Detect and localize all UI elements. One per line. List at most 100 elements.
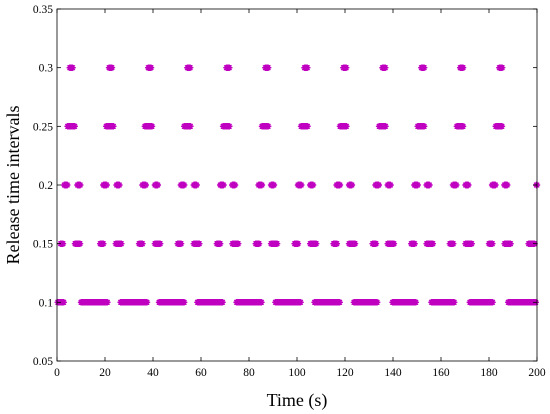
data-point (110, 123, 117, 130)
data-point (193, 181, 200, 189)
data-point (421, 123, 428, 130)
data-point (108, 64, 116, 71)
data-point (333, 240, 341, 247)
data-point (453, 181, 460, 189)
x-tick-label: 20 (99, 367, 111, 379)
data-point (76, 240, 84, 247)
data-point (148, 123, 156, 130)
data-point (412, 299, 419, 306)
data-point (147, 64, 155, 71)
data-point (118, 240, 125, 247)
data-point (348, 181, 356, 189)
x-tick-label: 120 (336, 367, 354, 379)
data-point (459, 123, 467, 130)
data-point (351, 240, 359, 247)
data-point (71, 123, 78, 130)
data-point (492, 181, 499, 189)
data-point (100, 240, 107, 247)
data-point (60, 299, 67, 306)
data-point (498, 123, 506, 130)
data-point (507, 240, 514, 247)
data-point (273, 240, 281, 247)
data-point (375, 181, 383, 189)
data-point (64, 181, 71, 189)
y-tick-label: 0.25 (33, 121, 53, 133)
data-point (220, 181, 227, 189)
data-point (154, 181, 161, 189)
data-point (77, 181, 84, 189)
data-point (196, 240, 203, 247)
data-point (298, 181, 305, 189)
data-point (139, 240, 146, 247)
data-point (235, 240, 242, 247)
data-point (103, 181, 110, 189)
x-tick-label: 0 (54, 367, 60, 379)
data-point (104, 299, 111, 306)
data-point (336, 299, 343, 306)
data-point (313, 240, 320, 247)
x-tick-label: 200 (528, 367, 546, 379)
data-point (459, 64, 467, 71)
data-point (373, 299, 381, 306)
data-point (382, 64, 389, 71)
data-point (142, 181, 149, 189)
data-point (177, 240, 185, 247)
data-point (187, 64, 194, 71)
y-tick-label: 0.1 (39, 297, 54, 309)
data-point (414, 181, 421, 189)
data-point (343, 64, 350, 71)
tick-layer: 0 20 40 60 80 100 120 140 160 180 200 0.05 0.1 0.15 0.… (33, 4, 546, 379)
data-point (258, 299, 265, 306)
data-point (504, 181, 511, 189)
x-tick-label: 60 (195, 367, 207, 379)
y-tick-label: 0.3 (39, 63, 54, 75)
marker-layer (54, 64, 541, 306)
data-point (265, 123, 272, 130)
data-point (258, 181, 266, 189)
data-point (181, 181, 188, 189)
data-point (450, 240, 457, 247)
data-point (421, 64, 428, 71)
data-point (226, 123, 233, 130)
data-point (343, 123, 350, 130)
data-point (219, 299, 226, 306)
data-point (372, 240, 380, 247)
y-axis-label: Release time intervals (3, 106, 23, 265)
data-point (143, 299, 151, 306)
y-tick-label: 0.2 (39, 180, 54, 192)
data-point (217, 240, 224, 247)
data-point (304, 123, 311, 130)
data-point (181, 299, 188, 306)
data-point (255, 240, 263, 247)
y-tick-label: 0.15 (33, 239, 53, 251)
data-point (465, 181, 472, 189)
data-point (297, 299, 304, 306)
x-tick-label: 180 (480, 367, 498, 379)
y-tick-label: 0.35 (33, 4, 53, 16)
x-axis-label: Time (s) (267, 390, 328, 411)
data-point (157, 240, 164, 247)
data-point (309, 181, 317, 189)
x-tick-label: 100 (288, 367, 306, 379)
data-point (468, 240, 475, 247)
data-point (499, 64, 506, 71)
data-point (489, 299, 496, 306)
data-point (390, 240, 398, 247)
data-point (489, 240, 496, 247)
data-point (304, 64, 311, 71)
data-point (265, 64, 272, 71)
data-point (59, 240, 67, 247)
y-tick-label: 0.05 (33, 356, 53, 368)
data-point (69, 64, 76, 71)
data-point (187, 123, 194, 130)
x-tick-label: 160 (432, 367, 450, 379)
x-tick-label: 80 (243, 367, 255, 379)
data-point (226, 64, 233, 71)
data-point (382, 123, 389, 130)
x-tick-label: 140 (384, 367, 402, 379)
data-point (294, 240, 302, 247)
data-point (451, 299, 458, 306)
data-point (270, 181, 278, 189)
data-point (387, 181, 394, 189)
